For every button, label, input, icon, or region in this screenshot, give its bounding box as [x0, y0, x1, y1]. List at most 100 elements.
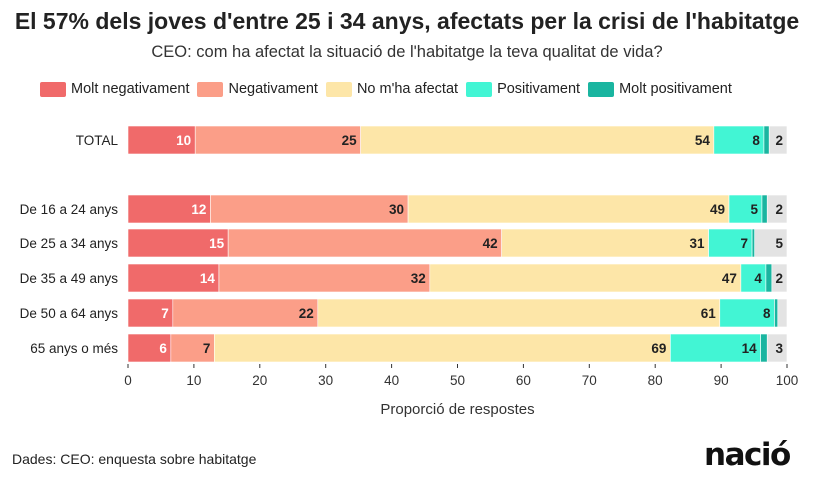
- legend-item-molt-negativament: Molt negativament: [40, 81, 189, 97]
- bar-value-label: 7: [161, 306, 169, 321]
- bar-molt-positivament: [765, 263, 773, 293]
- x-axis-label: Proporció de respostes: [380, 401, 534, 418]
- bar-value-label: 2: [775, 271, 783, 286]
- category-label: De 16 a 24 anys: [20, 202, 119, 217]
- category-label: De 50 a 64 anys: [20, 306, 119, 321]
- legend-label: No m'ha afectat: [356, 81, 459, 97]
- bar-value-label: 47: [722, 271, 737, 286]
- bar-negativament: [218, 263, 431, 293]
- x-tick-label: 10: [186, 373, 201, 388]
- x-tick-label: 80: [648, 373, 663, 388]
- legend-label: Molt positivament: [619, 81, 732, 97]
- bar-value-label: 7: [741, 236, 749, 251]
- x-tick-label: 60: [516, 373, 531, 388]
- legend-swatch: [466, 81, 493, 97]
- bar-value-label: 22: [299, 306, 314, 321]
- category-label: 65 anys o més: [30, 341, 118, 356]
- legend-swatch: [325, 81, 352, 97]
- bar-value-label: 5: [750, 202, 758, 217]
- bar-molt-positivament: [760, 333, 768, 363]
- x-tick-label: 0: [124, 373, 132, 388]
- bar-positivament: [719, 298, 775, 328]
- bar-value-label: 14: [742, 341, 758, 356]
- bar-value-label: 54: [695, 133, 711, 148]
- bar-no-m-ha-afectat: [360, 125, 715, 155]
- bar-value-label: 31: [690, 236, 706, 251]
- x-tick-label: 70: [582, 373, 597, 388]
- legend-swatch: [40, 81, 66, 97]
- bar-positivament: [670, 333, 761, 363]
- bar-altres: [754, 228, 788, 258]
- legend-label: Molt negativament: [71, 81, 190, 97]
- legend-swatch: [197, 81, 224, 97]
- bar-value-label: 69: [651, 341, 666, 356]
- bar-negativament: [227, 228, 502, 258]
- bar-molt-positivament: [774, 298, 779, 328]
- bar-value-label: 12: [191, 202, 206, 217]
- bar-value-label: 25: [342, 133, 358, 148]
- legend-item-no-m-ha-afectat: No m'ha afectat: [325, 81, 459, 97]
- brand-logo: nació: [704, 437, 791, 473]
- bar-value-label: 3: [775, 341, 783, 356]
- bar-molt-negativament: [127, 333, 172, 363]
- bar-negativament: [172, 298, 319, 328]
- bar-value-label: 15: [209, 236, 225, 251]
- x-tick-label: 30: [318, 373, 333, 388]
- source-note: Dades: CEO: enquesta sobre habitatge: [12, 451, 257, 467]
- bar-no-m-ha-afectat: [317, 298, 721, 328]
- bar-value-label: 2: [775, 202, 783, 217]
- bar-value-label: 30: [389, 202, 404, 217]
- bar-no-m-ha-afectat: [407, 194, 730, 224]
- bar-value-label: 5: [775, 236, 783, 251]
- x-tick-label: 50: [450, 373, 465, 388]
- bar-value-label: 2: [775, 133, 783, 148]
- legend-item-negativament: Negativament: [197, 81, 318, 97]
- bar-value-label: 14: [200, 271, 216, 286]
- bar-no-m-ha-afectat: [214, 333, 671, 363]
- x-tick-label: 90: [714, 373, 729, 388]
- bar-no-m-ha-afectat: [501, 228, 709, 258]
- bar-value-label: 8: [763, 306, 771, 321]
- bar-value-label: 32: [411, 271, 426, 286]
- category-label: De 25 a 34 anys: [20, 236, 119, 251]
- legend-label: Positivament: [497, 81, 581, 97]
- bar-value-label: 49: [710, 202, 725, 217]
- bar-positivament: [740, 263, 767, 293]
- x-tick-label: 20: [252, 373, 267, 388]
- bar-molt-positivament: [751, 228, 756, 258]
- bar-value-label: 61: [701, 306, 717, 321]
- bar-altres: [766, 333, 788, 363]
- bar-value-label: 7: [203, 341, 211, 356]
- bar-molt-negativament: [127, 263, 220, 293]
- x-tick-label: 40: [384, 373, 399, 388]
- legend-item-positivament: Positivament: [466, 81, 580, 97]
- bar-molt-negativament: [127, 228, 229, 258]
- chart-subtitle: CEO: com ha afectat la situació de l'hab…: [151, 43, 663, 61]
- bar-positivament: [708, 228, 753, 258]
- bar-negativament: [210, 194, 409, 224]
- bar-value-label: 8: [752, 133, 760, 148]
- bar-molt-positivament: [761, 194, 768, 224]
- bar-value-label: 42: [483, 236, 498, 251]
- bar-negativament: [194, 125, 361, 155]
- legend-item-molt-positivament: Molt positivament: [588, 81, 732, 97]
- bar-value-label: 4: [754, 271, 762, 286]
- bar-altres: [766, 194, 788, 224]
- x-tick-label: 100: [776, 373, 799, 388]
- bar-molt-negativament: [127, 125, 196, 155]
- bar-value-label: 10: [176, 133, 191, 148]
- bar-molt-positivament: [763, 125, 770, 155]
- bar-positivament: [713, 125, 765, 155]
- bar-altres: [777, 298, 788, 328]
- category-label: TOTAL: [76, 133, 119, 148]
- legend-label: Negativament: [228, 81, 318, 97]
- chart-title: El 57% dels joves d'entre 25 i 34 anys, …: [14, 8, 800, 34]
- category-label: De 35 a 49 anys: [20, 271, 119, 286]
- bar-negativament: [170, 333, 215, 363]
- legend: Molt negativament Negativament No m'ha afe…: [40, 80, 740, 98]
- bar-no-m-ha-afectat: [429, 263, 742, 293]
- bar-value-label: 6: [159, 341, 167, 356]
- legend-swatch: [588, 81, 615, 97]
- bar-altres: [771, 263, 788, 293]
